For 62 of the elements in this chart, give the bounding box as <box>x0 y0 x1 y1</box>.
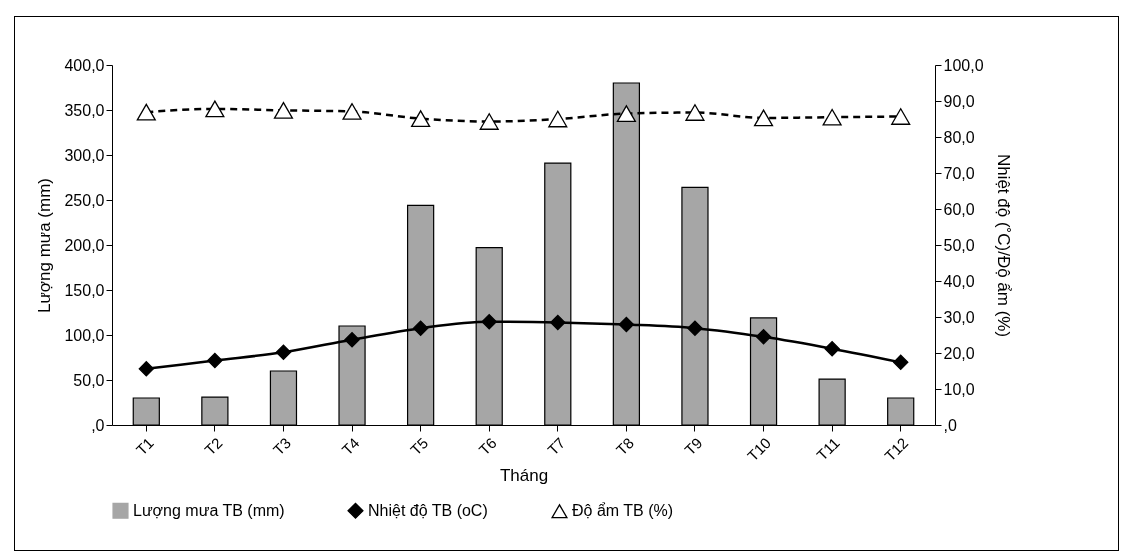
point <box>755 329 772 345</box>
y2-tick-label: 40,0 <box>943 272 975 290</box>
x-tick-label: T12 <box>881 434 912 465</box>
y2-tick-label: ,0 <box>943 416 957 434</box>
point <box>138 361 155 377</box>
y2-tick-label: 60,0 <box>943 200 975 218</box>
y-axis-title: Lượng mưa (mm) <box>35 178 55 313</box>
point <box>891 108 911 125</box>
y2-axis-title: Nhiệt độ (˚C)/Độ ẩm (%) <box>993 153 1013 338</box>
point <box>481 313 497 330</box>
point <box>207 352 223 369</box>
point <box>273 101 294 119</box>
y2-tick-label: 10,0 <box>943 380 975 398</box>
point <box>205 100 225 118</box>
point <box>822 108 842 126</box>
point <box>550 314 566 331</box>
y-tick-label: 100,0 <box>64 326 105 344</box>
x-tick-label: T1 <box>132 434 157 459</box>
x-tick-label: T11 <box>813 434 843 464</box>
y2-tick-label: 50,0 <box>943 236 975 254</box>
y-tick-label: 250,0 <box>64 191 105 209</box>
point <box>616 105 636 122</box>
y2-tick-label: 100,0 <box>943 56 984 74</box>
point <box>342 103 362 120</box>
y2-tick-label: 30,0 <box>943 308 975 326</box>
x-tick-label: T8 <box>612 434 637 459</box>
x-tick-label: T6 <box>475 434 500 459</box>
point <box>548 110 568 128</box>
y-tick-label: 350,0 <box>64 101 105 119</box>
y-tick-label: 150,0 <box>64 281 105 299</box>
point <box>136 103 156 121</box>
point <box>687 320 703 336</box>
legend-label: Lượng mưa TB (mm) <box>133 501 285 519</box>
y-tick-label: 50,0 <box>73 371 105 389</box>
point <box>344 331 360 348</box>
y-tick-label: ,0 <box>91 416 105 434</box>
point <box>618 316 635 333</box>
x-tick-label: T9 <box>681 434 706 459</box>
legend-label: Nhiệt độ TB (oC) <box>368 501 488 519</box>
y2-tick-label: 20,0 <box>943 344 975 362</box>
point <box>411 110 431 128</box>
y2-tick-label: 70,0 <box>943 164 975 182</box>
x-tick-label: T5 <box>406 434 432 459</box>
x-axis-title: Tháng <box>499 466 549 486</box>
point <box>412 320 429 336</box>
x-tick-label: T4 <box>338 434 363 459</box>
legend-label: Độ ẩm TB (%) <box>572 502 674 520</box>
y-tick-label: 300,0 <box>64 146 105 164</box>
point <box>824 340 840 357</box>
y2-tick-label: 90,0 <box>943 92 975 110</box>
x-tick-label: T7 <box>543 434 569 459</box>
y2-tick-label: 80,0 <box>943 128 975 146</box>
point <box>892 354 909 371</box>
point <box>685 104 705 121</box>
point <box>479 113 499 130</box>
point <box>753 109 774 127</box>
point <box>275 344 292 360</box>
x-tick-label: T10 <box>743 434 775 465</box>
y-tick-label: 200,0 <box>64 236 105 254</box>
y-tick-label: 400,0 <box>64 56 105 74</box>
x-tick-label: T2 <box>201 434 226 459</box>
x-tick-label: T3 <box>269 434 295 459</box>
